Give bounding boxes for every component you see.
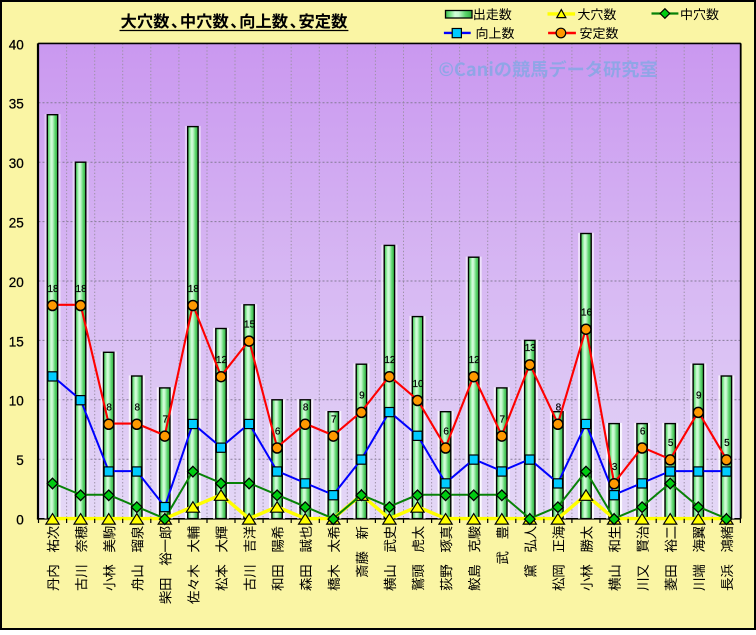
svg-text:40: 40 [9,37,24,52]
svg-text:15: 15 [244,319,256,330]
svg-text:25: 25 [9,216,24,231]
svg-text:13: 13 [525,343,537,354]
svg-text:6: 6 [275,426,281,437]
svg-text:35: 35 [9,97,24,112]
svg-text:9: 9 [696,391,702,402]
svg-text:18: 18 [47,284,59,295]
svg-text:8: 8 [135,403,141,414]
svg-text:16: 16 [581,308,593,319]
svg-text:12: 12 [469,355,481,366]
svg-text:0: 0 [16,513,24,528]
svg-text:5: 5 [668,438,674,449]
svg-text:18: 18 [76,284,88,295]
svg-text:3: 3 [612,462,618,473]
svg-text:18: 18 [188,284,200,295]
svg-text:10: 10 [9,394,24,409]
svg-text:12: 12 [384,355,396,366]
svg-text:10: 10 [412,379,424,390]
svg-text:8: 8 [303,403,309,414]
svg-text:5: 5 [16,453,24,468]
svg-text:12: 12 [216,355,228,366]
svg-text:6: 6 [443,426,449,437]
svg-text:7: 7 [500,414,506,425]
svg-text:20: 20 [9,275,24,290]
svg-text:15: 15 [9,334,24,349]
svg-text:6: 6 [640,426,646,437]
svg-text:7: 7 [163,414,169,425]
svg-text:7: 7 [331,414,337,425]
svg-text:30: 30 [9,156,24,171]
svg-text:8: 8 [106,403,112,414]
svg-text:5: 5 [724,438,730,449]
svg-text:8: 8 [556,403,562,414]
svg-text:9: 9 [359,391,365,402]
